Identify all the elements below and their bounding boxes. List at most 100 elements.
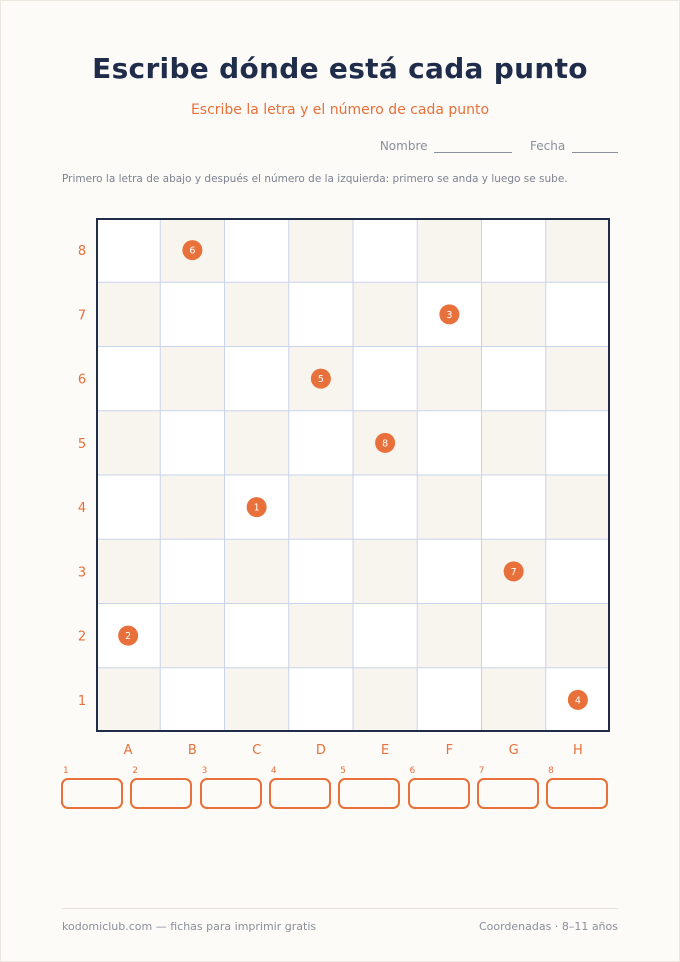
grid-cell (545, 603, 610, 668)
grid-point-6: 6 (182, 240, 203, 261)
footer-site: kodomiclub.com — fichas para imprimir gr… (62, 920, 317, 933)
name-field[interactable] (434, 152, 513, 153)
grid-cell (160, 603, 225, 668)
answer-slot: 1 (61, 764, 123, 809)
grid-cell (545, 218, 610, 283)
grid-cell (160, 667, 225, 732)
grid-cell (224, 346, 289, 411)
point-dot (182, 240, 203, 261)
grid-cell (417, 603, 482, 668)
point-label: 2 (125, 631, 131, 642)
grid-cell (288, 282, 353, 347)
footer-topic: Coordenadas · 8–11 años (478, 920, 618, 933)
answer-slot: 5 (338, 764, 401, 809)
grid-cell (224, 410, 289, 475)
answer-number: 5 (340, 766, 346, 776)
instructions-text: Primero la letra de abajo y después el n… (62, 173, 568, 185)
grid-cell (545, 410, 610, 475)
grid-point-1: 1 (246, 497, 267, 518)
grid-cell (353, 475, 418, 540)
coordinate-grid: 1 2 3 4 5 6 7 8 (96, 218, 610, 732)
grid-point-4: 4 (567, 689, 588, 710)
answer-box[interactable] (130, 778, 193, 809)
answer-number: 2 (132, 766, 139, 776)
answer-box[interactable] (338, 778, 401, 809)
grid-cell (481, 218, 546, 283)
point-dot (439, 304, 460, 325)
point-label: 4 (575, 695, 581, 706)
grid-cell (96, 410, 161, 475)
grid-point-5: 5 (310, 368, 331, 389)
answer-number: 7 (478, 766, 485, 776)
answer-box[interactable] (546, 778, 609, 809)
point-dot (310, 368, 331, 389)
grid-cell (224, 218, 289, 283)
answer-boxes: 1 2 3 4 5 6 7 8 (61, 764, 621, 814)
grid-cell (417, 218, 482, 283)
grid-cell (417, 667, 482, 732)
page-subtitle: Escribe la letra y el número de cada pun… (190, 102, 490, 118)
grid-cell (160, 282, 225, 347)
date-field[interactable] (572, 152, 618, 153)
answer-box[interactable] (407, 778, 470, 809)
grid-cell (96, 539, 161, 604)
point-label: 8 (382, 438, 388, 449)
grid-cell (481, 282, 546, 347)
grid-cell (481, 603, 546, 668)
grid-cell (224, 603, 289, 668)
name-date-fields: Nombre Fecha (380, 139, 618, 153)
grid-cell (481, 475, 546, 540)
date-label: Fecha (529, 139, 566, 153)
answer-number: 6 (409, 766, 416, 776)
answer-slot: 3 (199, 764, 262, 809)
grid-cell (353, 218, 418, 283)
grid-border (96, 218, 610, 732)
grid-cell (353, 539, 418, 604)
grid-cell (96, 282, 161, 347)
grid-cell (96, 218, 161, 283)
answer-number: 3 (201, 766, 208, 776)
grid-cell (96, 346, 161, 411)
answer-slot: 6 (407, 764, 470, 809)
answer-slot: 8 (546, 764, 609, 809)
point-label: 6 (189, 246, 195, 257)
answer-number: 1 (63, 766, 69, 776)
grid-cell (160, 410, 225, 475)
grid-cell (481, 346, 546, 411)
grid-cell (353, 667, 418, 732)
grid-cell (224, 667, 289, 732)
point-label: 5 (318, 374, 324, 385)
point-dot (246, 497, 267, 518)
grid-cell (160, 539, 225, 604)
point-dot (567, 689, 588, 710)
point-dot (118, 625, 139, 646)
grid-cell (545, 539, 610, 604)
grid-cell (96, 475, 161, 540)
name-label: Nombre (379, 139, 428, 153)
grid-cell (417, 410, 482, 475)
answer-number: 8 (548, 766, 554, 776)
page-title: Escribe dónde está cada punto (92, 52, 588, 85)
grid-cell (96, 667, 161, 732)
answer-number: 4 (270, 766, 277, 776)
grid-cell (224, 282, 289, 347)
grid-cell (288, 603, 353, 668)
grid-cell (481, 410, 546, 475)
answer-box[interactable] (476, 778, 539, 809)
answer-box[interactable] (61, 778, 123, 809)
grid-cell (288, 539, 353, 604)
point-label: 1 (254, 503, 260, 514)
point-dot (375, 432, 396, 453)
grid-cell (545, 346, 610, 411)
grid-svg: 1 2 3 4 5 6 7 8 (96, 218, 610, 732)
grid-cell (481, 667, 546, 732)
grid-cell (417, 475, 482, 540)
grid-cell (288, 410, 353, 475)
answer-box[interactable] (268, 778, 331, 809)
grid-cell (353, 282, 418, 347)
answer-box[interactable] (199, 778, 262, 809)
grid-point-8: 8 (375, 432, 396, 453)
point-label: 7 (511, 567, 517, 578)
grid-cell (545, 475, 610, 540)
grid-point-7: 7 (503, 561, 524, 582)
